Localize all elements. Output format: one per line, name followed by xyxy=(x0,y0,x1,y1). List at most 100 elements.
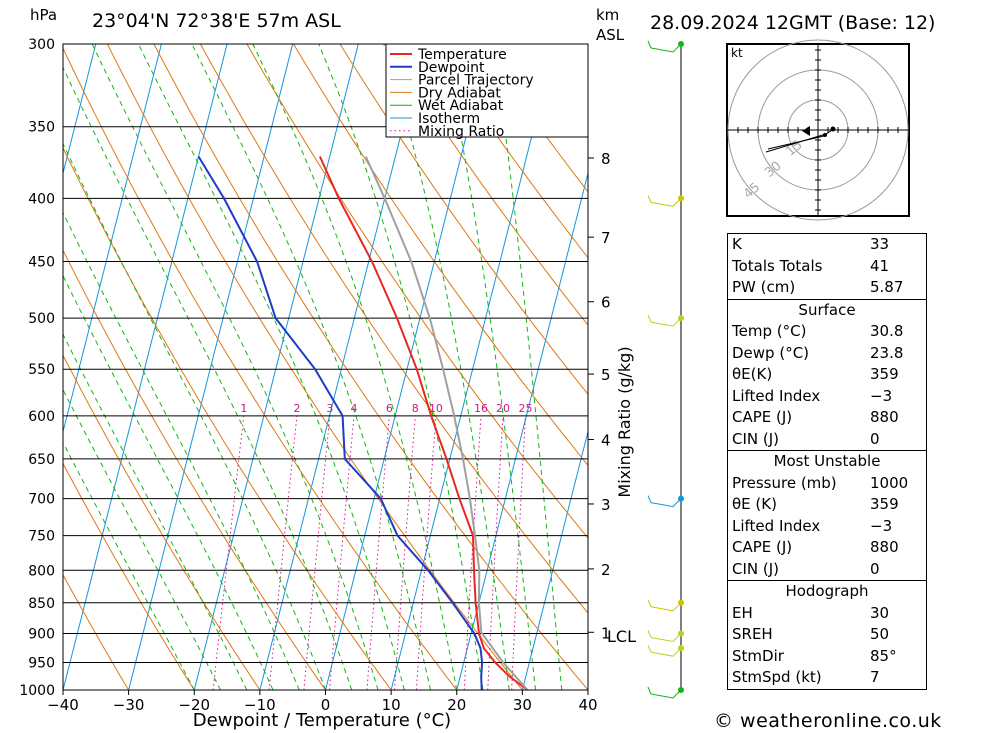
dry-adiabat-line xyxy=(63,462,195,690)
km-tick-label: 6 xyxy=(601,294,611,312)
stat-value: 33 xyxy=(870,235,890,253)
dry-adiabat-line xyxy=(432,44,588,259)
km-tick-label: 8 xyxy=(601,150,611,168)
stat-value: 7 xyxy=(870,668,880,686)
pressure-tick-label: 650 xyxy=(28,452,55,468)
pressure-tick-label: 700 xyxy=(28,492,55,508)
pressure-tick-label: 950 xyxy=(28,655,55,671)
stat-value: −3 xyxy=(870,386,893,405)
stat-label: EH xyxy=(732,603,753,622)
stat-row: EH 30 xyxy=(728,603,926,625)
legend-label: Parcel Trajectory xyxy=(418,73,534,89)
dry-adiabat-line xyxy=(63,47,458,690)
surface-block: Surface Temp (°C) 30.8 Dewp (°C) 23.8 θE(K… xyxy=(727,299,927,451)
isotherm-line xyxy=(259,44,425,690)
wind-barb xyxy=(647,644,682,657)
wet-adiabat-line xyxy=(493,44,563,690)
hodograph-trace xyxy=(767,135,825,150)
mixing-ratio-tick-label: 20 xyxy=(496,402,510,415)
mixing-ratio-line xyxy=(366,415,390,690)
km-tick-label: 4 xyxy=(601,432,611,450)
stat-row: PW (cm) 5.87 xyxy=(728,277,926,299)
pressure-tick-label: 600 xyxy=(28,409,55,425)
pressure-tick-label: 800 xyxy=(28,563,55,579)
stat-row: Pressure (mb) 1000 xyxy=(728,473,926,495)
pressure-tick-label: 900 xyxy=(28,626,55,642)
x-tick-label: −30 xyxy=(113,696,145,714)
km-tick-label: 3 xyxy=(601,496,611,514)
wind-barb xyxy=(647,495,682,508)
mixing-ratio-tick-label: 3 xyxy=(326,402,333,415)
stat-row: StmSpd (kt) 7 xyxy=(728,667,926,689)
stat-label: Pressure (mb) xyxy=(732,473,837,492)
stat-row: CAPE (J) 880 xyxy=(728,537,926,559)
stat-label: K xyxy=(732,235,742,253)
mixing-ratio-line xyxy=(303,415,331,690)
height-unit-label: km xyxy=(596,6,619,24)
pressure-tick-label: 450 xyxy=(28,255,55,271)
wind-barb xyxy=(647,314,682,327)
stat-row: Lifted Index −3 xyxy=(728,516,926,538)
wind-barb xyxy=(647,630,682,643)
hodograph-stats-block: Hodograph EH 30 SREH 50 StmDir 85° StmSpd (… xyxy=(727,581,927,690)
stat-label: Temp (°C) xyxy=(732,322,807,340)
stat-label: CIN (J) xyxy=(732,429,780,448)
wet-adiabat-line xyxy=(442,44,536,690)
pressure-tick-label: 500 xyxy=(28,311,55,327)
wind-barb xyxy=(647,599,682,612)
mixing-ratio-tick-label: 1 xyxy=(240,402,247,415)
stat-value: 880 xyxy=(870,408,899,426)
stat-value: 0 xyxy=(870,429,880,448)
isotherm-line xyxy=(0,44,30,690)
stat-value: 30 xyxy=(870,603,890,622)
stat-value: 41 xyxy=(870,256,890,275)
wet-adiabat-line xyxy=(63,333,248,690)
most-unstable-title: Most Unstable xyxy=(773,452,881,470)
legend-label: Dry Adiabat xyxy=(418,85,501,101)
pressure-tick-label: 400 xyxy=(28,191,55,207)
stat-row: CIN (J) 0 xyxy=(728,559,926,581)
stat-row: θE(K) 359 xyxy=(728,364,926,386)
stat-label: θE(K) xyxy=(732,365,773,383)
stat-label: PW (cm) xyxy=(732,278,796,296)
isotherm-line xyxy=(63,44,97,176)
stat-row: Temp (°C) 30.8 xyxy=(728,321,926,343)
stat-value: 50 xyxy=(870,625,890,643)
mixing-ratio-line xyxy=(268,415,298,690)
legend-label: Mixing Ratio xyxy=(418,124,504,140)
stat-label: Totals Totals xyxy=(732,256,823,275)
wet-adiabat-line xyxy=(137,44,405,690)
mixing-ratio-tick-label: 4 xyxy=(351,402,358,415)
stat-value: −3 xyxy=(870,516,893,535)
stat-label: StmDir xyxy=(732,646,784,665)
x-tick-label: 20 xyxy=(447,696,466,714)
stat-row: SREH 50 xyxy=(728,624,926,646)
stat-row: Dewp (°C) 23.8 xyxy=(728,343,926,365)
wind-barb xyxy=(647,686,682,699)
stat-label: CAPE (J) xyxy=(732,408,793,426)
wind-profile-column xyxy=(647,40,684,699)
most-unstable-block: Most Unstable Pressure (mb) 1000 θE (K) 35… xyxy=(727,451,927,581)
pressure-tick-label: 850 xyxy=(28,596,55,612)
x-tick-label: 10 xyxy=(382,696,401,714)
mixing-ratio-tick-label: 2 xyxy=(293,402,300,415)
mixing-ratio-tick-label: 10 xyxy=(429,402,443,415)
x-tick-label: 40 xyxy=(578,696,597,714)
mixing-ratio-line xyxy=(487,415,504,690)
stat-label: Lifted Index xyxy=(732,386,821,405)
isotherm-line xyxy=(521,429,588,690)
stat-row: StmDir 85° xyxy=(728,646,926,668)
credit-text: © weatheronline.co.uk xyxy=(714,710,942,732)
km-tick-label: 7 xyxy=(601,229,611,247)
stat-value: 5.87 xyxy=(870,278,904,296)
wet-adiabat-line xyxy=(63,66,353,690)
mixing-ratio-line xyxy=(463,415,482,690)
x-tick-label: −10 xyxy=(244,696,276,714)
sounding-profiles xyxy=(197,155,529,690)
storm-motion-marker xyxy=(802,126,810,136)
stat-value: 30.8 xyxy=(870,322,904,340)
profile-parcel-trajectory xyxy=(364,156,529,690)
stat-row: K 33 xyxy=(728,234,926,256)
legend-label: Wet Adiabat xyxy=(418,98,504,114)
